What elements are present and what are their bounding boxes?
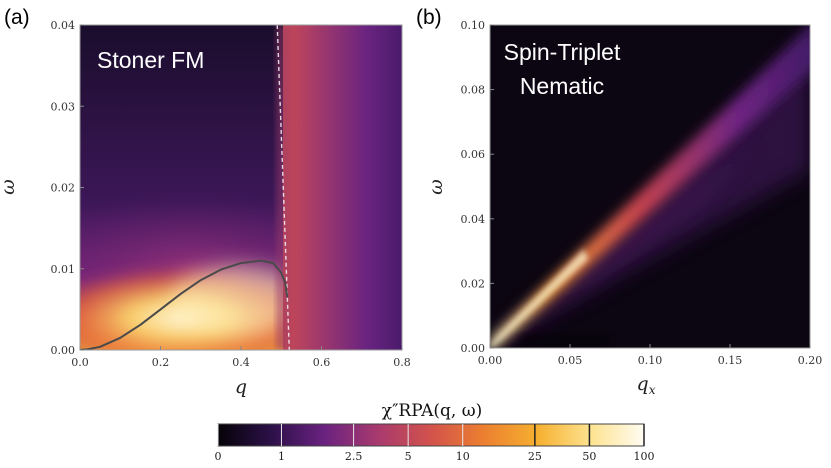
colorbar-tick-label: 0: [215, 450, 222, 463]
panel-a-xtick-label: 0.4: [232, 356, 250, 369]
panel-b-xlabel-text: qx: [637, 373, 656, 397]
panel-b-low-energy-noise: [520, 334, 610, 348]
panel-b-ytick-label: 0.02: [461, 277, 486, 290]
panel-a-marks: [80, 25, 290, 350]
panel-b-xtick-label: 0.20: [798, 354, 823, 367]
colorbar-tick-label: 100: [634, 450, 655, 463]
panel-b-xtick-label: 0.10: [638, 354, 663, 367]
panel-b-ytick-label: 0.06: [461, 148, 486, 161]
panel-a-particle-hole-continuum: [283, 25, 402, 350]
panel-b-ytick-label: 0.04: [461, 213, 486, 226]
panel-b-ticks: 0.00 0.05 0.10 0.15 0.20 0.00 0.02 0.04 0.06 0.08…: [461, 19, 823, 367]
panel-a-ytick-label: 0.01: [51, 263, 76, 276]
panel-a-plot: [80, 25, 402, 350]
panel-b-title-line-2: Nematic: [520, 73, 604, 99]
panel-a-peak-glow: [170, 265, 310, 335]
panel-b-xlabel-q: q: [637, 373, 649, 395]
colorbar-label: χ″RPA(q, ω): [382, 401, 482, 421]
colorbar-tick-label: 50: [582, 450, 596, 463]
panel-b-xtick-label: 0.15: [718, 354, 743, 367]
panel-a-xtick-label: 0.0: [71, 356, 89, 369]
panel-b-ylabel: ω: [425, 179, 447, 195]
colorbar-tick-label: 2.5: [345, 450, 363, 463]
panel-b-mode-core: [490, 249, 588, 348]
panel-b-mode-haze: [490, 140, 760, 348]
panel-b-title-line-1: Spin-Triplet: [504, 39, 621, 65]
panel-a-xlabel: q: [235, 376, 247, 398]
panel-b-xtick-label: 0.00: [478, 354, 503, 367]
panel-b-xlabel: qx: [637, 373, 656, 397]
panel-b-xlabel-subscript: x: [649, 383, 656, 397]
panel-b-ytick-label: 0.10: [461, 19, 486, 32]
colorbar-ticks: 0 1 2.5 5 10 25 50 100: [215, 424, 655, 463]
panel-b-ytick-label: 0.08: [461, 84, 486, 97]
panel-a-ytick-label: 0.04: [51, 19, 76, 32]
panel-a-ticks: 0.0 0.2 0.4 0.6 0.8 0.00 0.01 0.02 0.03 0.04: [51, 19, 411, 369]
panel-a-letter: (a): [4, 6, 30, 29]
colorbar-tick-label: 1: [278, 450, 285, 463]
panel-a-ytick-label: 0.02: [51, 182, 76, 195]
panel-a-xtick-label: 0.6: [313, 356, 331, 369]
panel-a-title: Stoner FM: [97, 47, 204, 73]
panel-a-xtick-label: 0.2: [152, 356, 170, 369]
colorbar-tick-label: 25: [528, 450, 542, 463]
panel-a-xtick-label: 0.8: [393, 356, 411, 369]
panel-b-xtick-label: 0.05: [558, 354, 583, 367]
panel-a-ylabel: ω: [0, 179, 19, 195]
panel-b-ytick-label: 0.00: [461, 342, 486, 355]
panel-b-letter: (b): [416, 6, 442, 29]
colorbar-tick-label: 5: [405, 450, 412, 463]
panel-a-ytick-label: 0.00: [51, 344, 76, 357]
panel-a-ytick-label: 0.03: [51, 100, 76, 113]
colorbar-tick-label: 10: [456, 450, 470, 463]
continuum-boundary-line: [276, 25, 290, 350]
panel-b-plot: [490, 25, 810, 348]
dispersion-curve: [80, 259, 289, 350]
